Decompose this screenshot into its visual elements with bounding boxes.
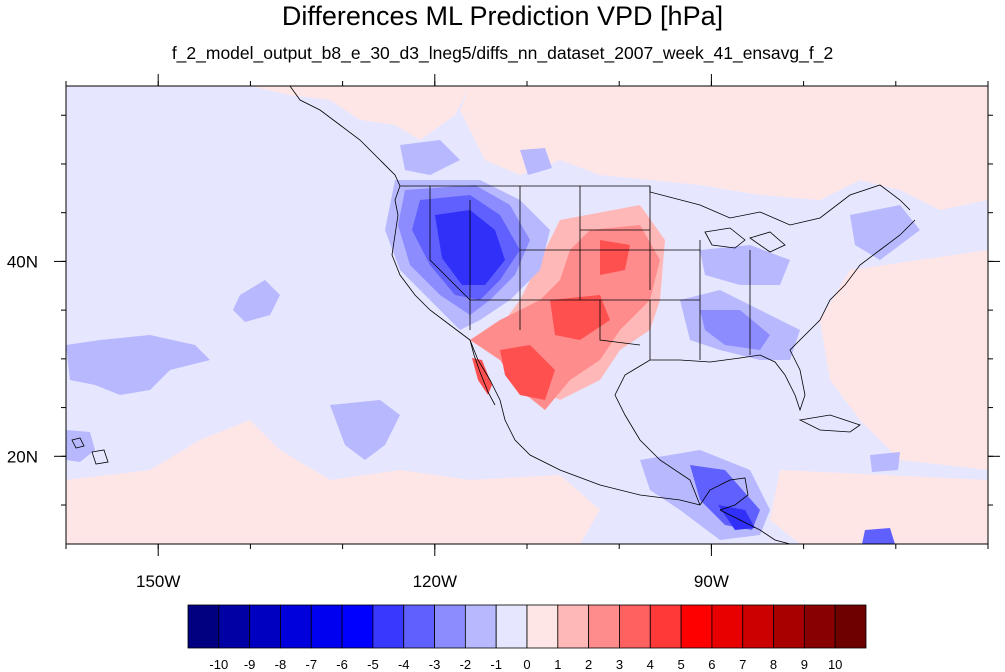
colorbar-swatch [680, 604, 713, 649]
colorbar-swatch [834, 604, 867, 649]
colorbar-label: 8 [769, 657, 778, 672]
field-pacific-blue-north [400, 140, 460, 175]
colorbar-swatch [280, 604, 312, 649]
field-southwest-red [600, 240, 630, 275]
colorbar-label: 7 [739, 657, 747, 672]
y-tick-label: 40N [7, 252, 38, 271]
field-tropical-pacific-pink [66, 420, 600, 544]
map-title: Differences ML Prediction VPD [hPa] [281, 1, 724, 31]
axis-tick-labels: 150W 120W 90W 40N 20N [7, 252, 729, 591]
field-pacific-blue-south [330, 400, 400, 460]
colorbar-label: 9 [800, 657, 808, 672]
field-pacific-blue-northeast [520, 148, 552, 175]
colorbar-label: -3 [428, 657, 441, 672]
colorbar-label: -8 [274, 657, 287, 672]
colorbar-label: 0 [523, 657, 531, 672]
field-atlantic-blue-patch [870, 452, 900, 472]
x-tick-label: 150W [136, 572, 180, 591]
colorbar-swatch [495, 604, 528, 649]
colorbar-label: -4 [397, 657, 410, 672]
field-southeast-mid-blue [700, 310, 770, 350]
colorbar-swatch [187, 604, 220, 649]
field-atlantic-pink [820, 250, 988, 470]
colorbar-label: -5 [367, 657, 379, 672]
colorbar-swatch [403, 604, 435, 649]
field-yucatan-deep-blue [718, 505, 755, 530]
colorbar-label: -10 [209, 657, 229, 672]
colorbar-swatch [773, 604, 805, 649]
positive-anomaly-regions [66, 86, 988, 544]
field-pacific-blue-mid [233, 280, 280, 322]
colorbar-swatch [588, 604, 620, 649]
colorbar-swatch [742, 604, 774, 649]
colorbar-swatch [434, 604, 466, 649]
colorbar-swatch [711, 604, 744, 649]
x-tick-label: 120W [413, 572, 457, 591]
colorbar-swatch [464, 604, 497, 649]
colorbar-label: 5 [677, 657, 685, 672]
colorbar-swatch [372, 604, 405, 649]
colorbar-label: -9 [243, 657, 256, 672]
colorbar-label: -7 [305, 657, 318, 672]
field-northeast-blue [850, 205, 920, 260]
colorbar-label: 4 [646, 657, 654, 672]
field-caribbean-blue-patch [862, 528, 895, 544]
colorbar-swatch [310, 604, 343, 649]
field-canada-pink [460, 86, 988, 210]
colorbar-swatch [649, 604, 682, 649]
field-pacific-blue-hawaii [66, 430, 95, 462]
colorbar-label: 6 [708, 657, 716, 672]
colorbar-swatch [526, 604, 559, 649]
colorbar-swatch [341, 604, 374, 649]
colorbar-label: -2 [459, 657, 472, 672]
coastlines-and-borders [71, 86, 916, 544]
axis-ticks [54, 74, 1000, 556]
field-mexico-red [500, 345, 555, 400]
colorbar-swatch [249, 604, 281, 649]
map-subtitle: f_2_model_output_b8_e_30_d3_lneg5/diffs_… [171, 43, 834, 63]
colorbar-swatch [218, 604, 251, 649]
y-tick-label: 20N [7, 447, 38, 466]
field-pacific-blue-west [66, 335, 210, 395]
colorbar-swatch [619, 604, 651, 649]
colorbar-label: 1 [554, 657, 562, 672]
plot-area [66, 86, 988, 544]
field-great-lakes-blue [700, 245, 790, 285]
colorbar-swatch [803, 604, 836, 649]
colorbar-swatch [557, 604, 590, 649]
colorbar-label: 3 [615, 657, 624, 672]
field-texas-red [550, 295, 610, 340]
colorbar-label: -1 [490, 657, 502, 672]
negative-anomaly-regions [66, 140, 920, 544]
field-caribbean-pink [770, 470, 988, 544]
colorbar-label: 2 [585, 657, 593, 672]
field-north-pacific-pink [250, 86, 470, 140]
colorbar [187, 604, 867, 649]
x-tick-label: 90W [694, 572, 729, 591]
colorbar-label: 10 [827, 657, 843, 672]
colorbar-label: -6 [336, 657, 348, 672]
